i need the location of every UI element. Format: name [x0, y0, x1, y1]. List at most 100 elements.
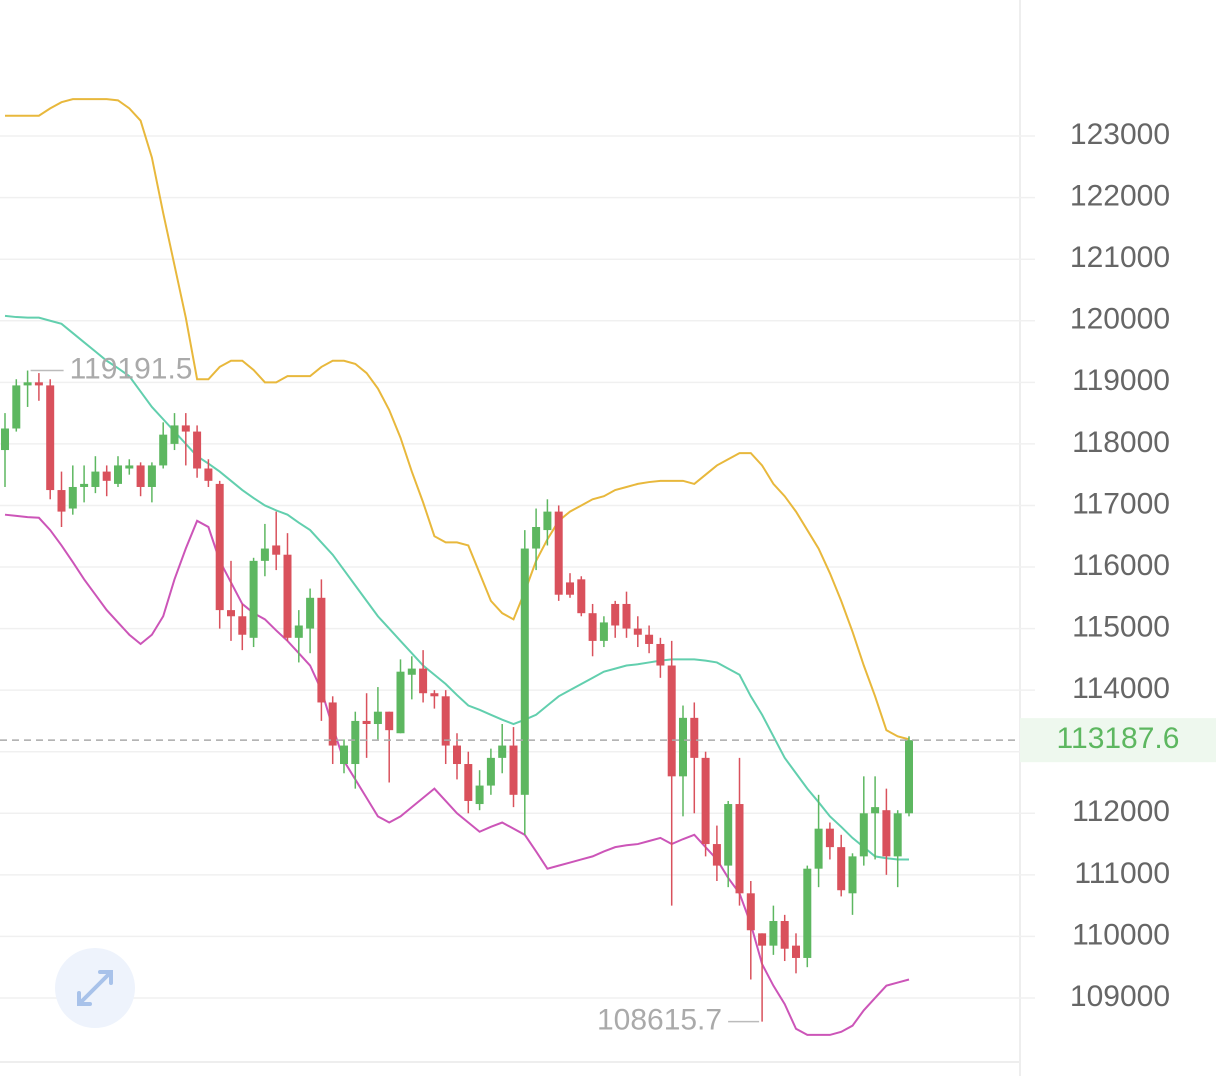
candle-body — [543, 511, 552, 531]
y-tick-label: 114000 — [1072, 672, 1170, 705]
y-tick-label: 121000 — [1070, 241, 1170, 274]
candle-body — [147, 465, 156, 487]
candle-body — [23, 382, 32, 386]
candle-body — [453, 745, 461, 765]
y-tick-label: 116000 — [1072, 549, 1170, 582]
candle-body — [905, 740, 913, 814]
candle-body — [498, 745, 507, 758]
candle-body — [679, 717, 687, 777]
candle-body — [792, 945, 800, 958]
candle-body — [486, 757, 495, 786]
expand-button[interactable] — [55, 948, 135, 1028]
candle-body — [859, 813, 868, 857]
candle-body — [136, 465, 145, 487]
candle-body — [656, 643, 665, 666]
candle-body — [317, 597, 326, 703]
candle-body — [170, 425, 179, 444]
candle-body — [407, 668, 416, 675]
candle-body — [46, 385, 55, 491]
band-line — [4, 513, 910, 1036]
candle-body — [125, 465, 134, 469]
candle-body — [803, 868, 812, 958]
candle-body — [871, 807, 880, 814]
candle-body — [735, 804, 744, 894]
bands — [4, 98, 910, 1036]
y-tick-label: 120000 — [1070, 303, 1170, 336]
candle-body — [588, 613, 597, 641]
candle-body — [769, 921, 778, 946]
y-tick-label: 123000 — [1070, 118, 1170, 151]
candle-body — [882, 810, 891, 857]
candle-body — [611, 603, 620, 626]
candle-body — [68, 486, 77, 509]
y-tick-label: 122000 — [1070, 180, 1170, 213]
candle-body — [633, 628, 642, 635]
candles — [1, 370, 913, 1022]
candle-body — [554, 511, 563, 595]
candle-body — [577, 579, 586, 614]
candle-body — [351, 720, 360, 765]
overlay: 119191.5 108615.7 113187.6 — [0, 352, 1216, 1037]
y-tick-label: 110000 — [1072, 918, 1170, 951]
candle-body — [441, 696, 450, 746]
candle-body — [520, 548, 529, 795]
expand-icon[interactable] — [77, 970, 113, 1006]
candle-body — [193, 431, 202, 469]
candle-body — [283, 554, 292, 638]
candle-body — [215, 483, 224, 611]
candle-body — [599, 622, 608, 641]
candle-body — [1, 428, 9, 451]
min-label: 108615.7 — [597, 1004, 722, 1037]
candle-body — [746, 893, 755, 931]
candle-body — [114, 465, 122, 484]
candle-body — [238, 616, 247, 635]
candle-body — [645, 634, 654, 644]
candle-body — [12, 385, 21, 429]
candle-body — [475, 785, 484, 805]
candle-body — [385, 711, 394, 731]
candle-body — [724, 804, 733, 866]
candle-body — [102, 471, 111, 481]
candle-body — [362, 720, 371, 725]
candle-body — [57, 490, 66, 512]
candle-body — [373, 711, 382, 725]
y-tick-label: 118000 — [1072, 426, 1170, 459]
y-tick-label: 112000 — [1072, 795, 1170, 828]
candle-body — [204, 468, 213, 481]
candle-body — [294, 625, 303, 638]
last-price-label: 113187.6 — [1057, 722, 1180, 755]
candle-body — [181, 425, 190, 432]
y-tick-label: 119000 — [1072, 364, 1170, 397]
candle-body — [532, 526, 541, 549]
candle-body — [430, 693, 439, 697]
candle-body — [419, 668, 428, 694]
y-tick-label: 115000 — [1072, 611, 1170, 644]
y-tick-label: 111000 — [1074, 857, 1170, 890]
candle-body — [272, 545, 281, 555]
candle-body — [260, 548, 269, 561]
candle-body — [712, 844, 721, 866]
candle-body — [701, 757, 710, 845]
candle-body — [667, 665, 676, 777]
candle-body — [340, 745, 348, 765]
candle-body — [464, 764, 473, 801]
band-line — [4, 314, 909, 861]
candle-body — [34, 382, 43, 386]
candle-body — [758, 933, 767, 946]
y-tick-label: 117000 — [1072, 487, 1170, 520]
candle-body — [837, 847, 846, 891]
candle-body — [825, 828, 834, 848]
max-label: 119191.5 — [70, 352, 193, 385]
candle-body — [848, 856, 857, 894]
candle-body — [814, 828, 823, 869]
candle-body — [249, 560, 258, 638]
candle-body — [893, 813, 902, 857]
grid: 1090001100001110001120001130001140001150… — [0, 118, 1170, 1013]
candle-body — [396, 671, 405, 734]
candle-body — [509, 745, 518, 795]
band-line — [5, 98, 910, 741]
candle-body — [306, 597, 315, 629]
candle-body — [690, 717, 699, 758]
